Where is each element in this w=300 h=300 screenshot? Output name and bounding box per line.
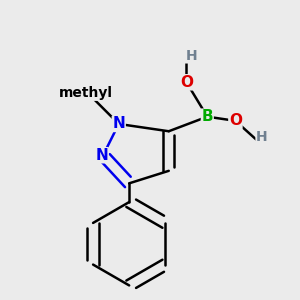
Text: B: B — [202, 109, 213, 124]
Text: N: N — [95, 148, 108, 163]
Text: H: H — [185, 49, 197, 63]
Text: H: H — [256, 130, 268, 144]
Text: O: O — [180, 75, 193, 90]
Text: methyl: methyl — [59, 86, 113, 100]
Text: N: N — [112, 116, 125, 131]
Text: O: O — [229, 113, 242, 128]
